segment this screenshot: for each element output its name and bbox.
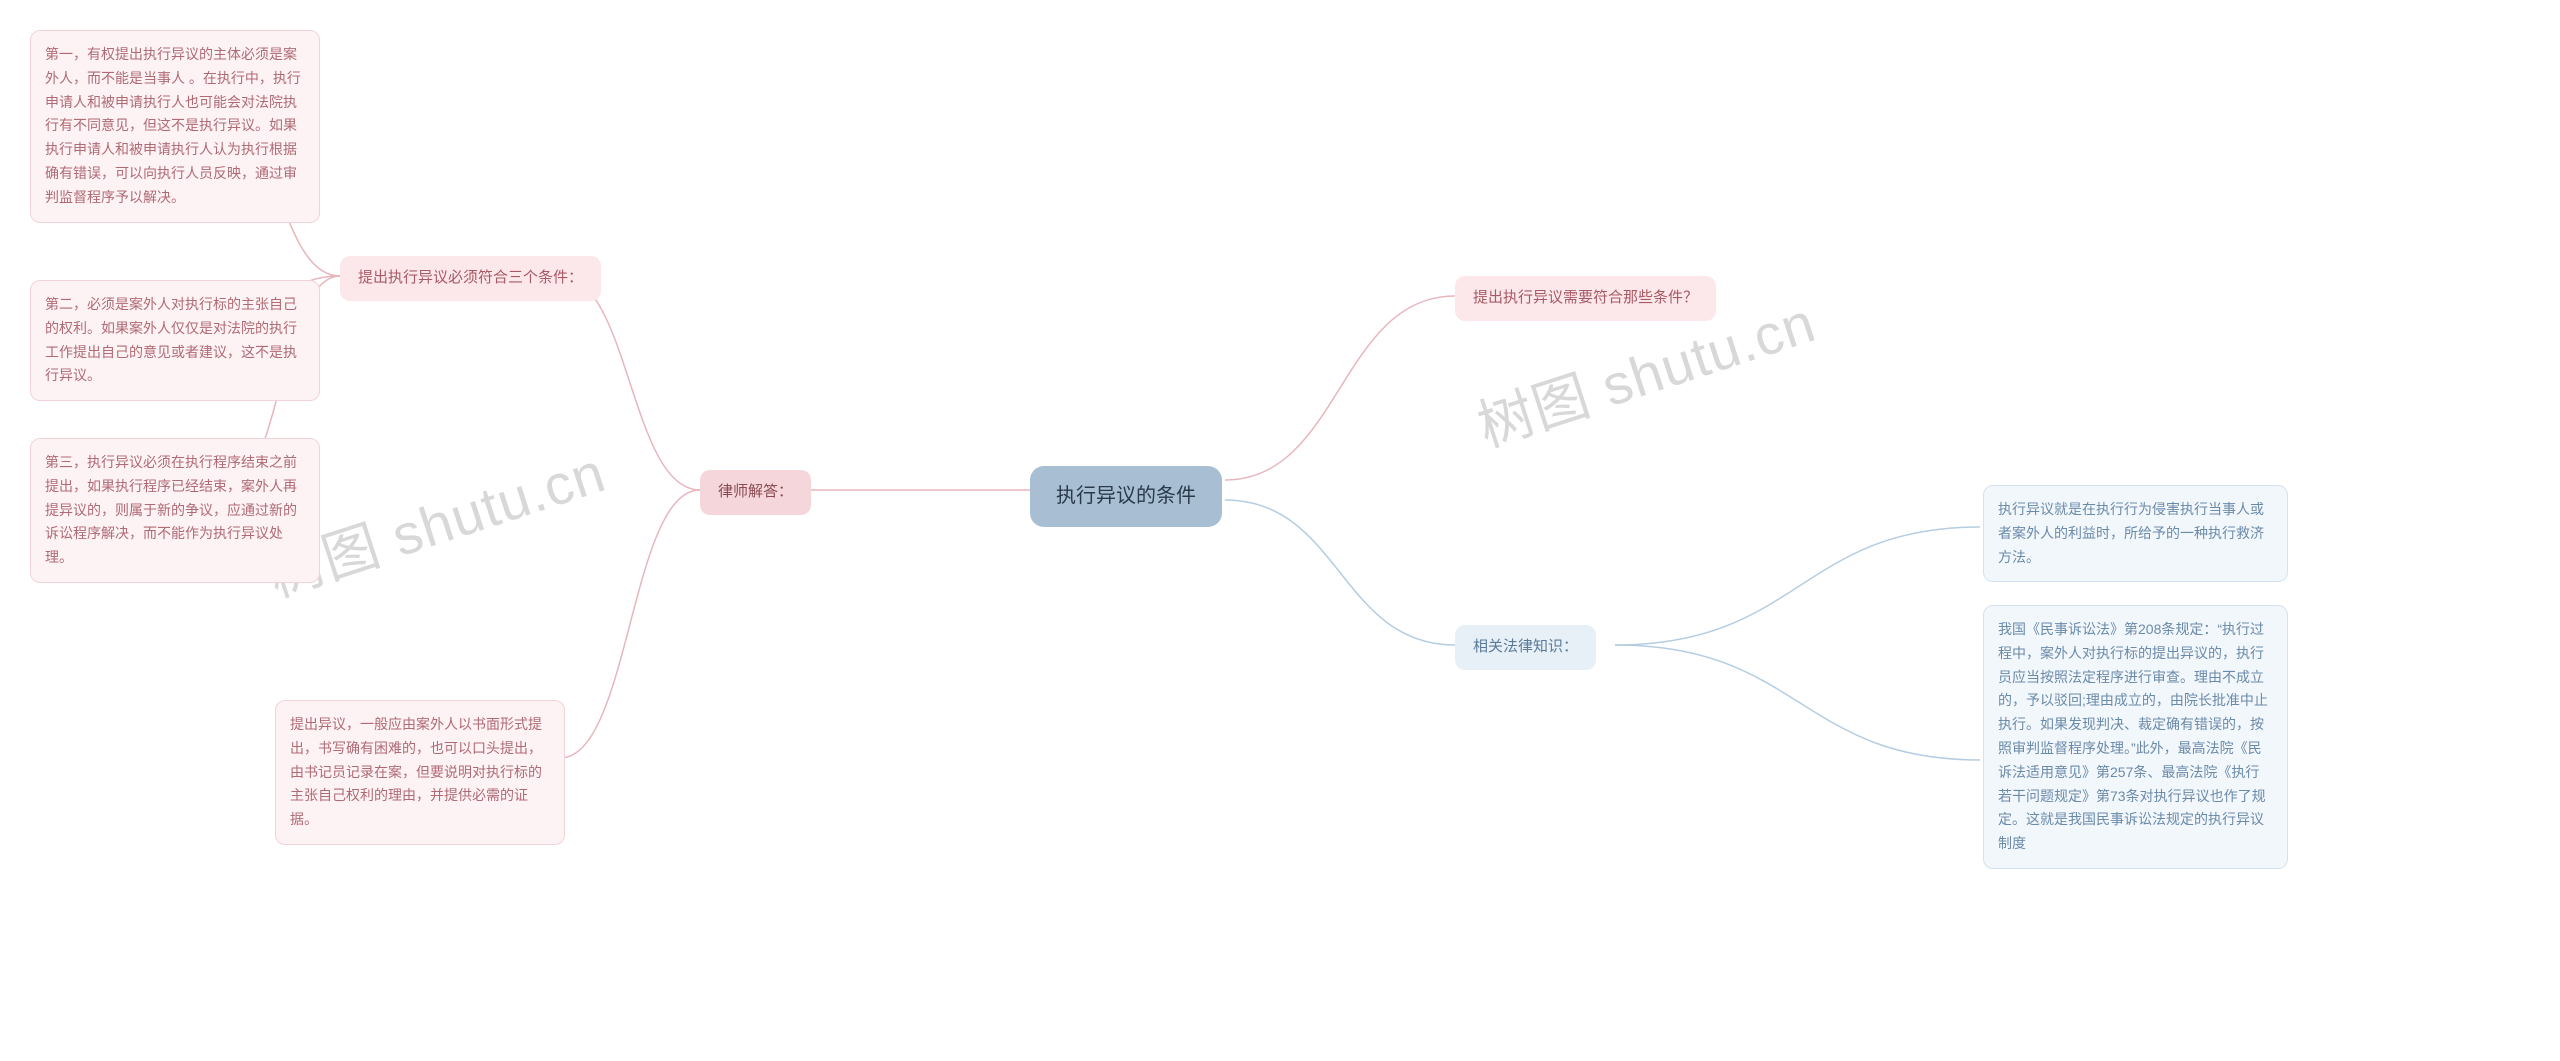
branch-conditions[interactable]: 提出执行异议必须符合三个条件： [340,256,601,301]
leaf-method: 提出异议，一般应由案外人以书面形式提出，书写确有困难的，也可以口头提出，由书记员… [275,700,565,845]
branch-law[interactable]: 相关法律知识： [1455,625,1596,670]
leaf-cond-1: 第一，有权提出执行异议的主体必须是案外人，而不能是当事人 。在执行中，执行申请人… [30,30,320,223]
branch-answer[interactable]: 律师解答： [700,470,811,515]
leaf-cond-3: 第三，执行异议必须在执行程序结束之前提出，如果执行程序已经结束，案外人再提异议的… [30,438,320,583]
leaf-law-2: 我国《民事诉讼法》第208条规定：“执行过程中，案外人对执行标的提出异议的，执行… [1983,605,2288,869]
branch-question[interactable]: 提出执行异议需要符合那些条件？ [1455,276,1716,321]
root-node[interactable]: 执行异议的条件 [1030,466,1222,527]
leaf-law-1: 执行异议就是在执行行为侵害执行当事人或者案外人的利益时，所给予的一种执行救济方法… [1983,485,2288,582]
leaf-cond-2: 第二，必须是案外人对执行标的主张自己的权利。如果案外人仅仅是对法院的执行工作提出… [30,280,320,401]
